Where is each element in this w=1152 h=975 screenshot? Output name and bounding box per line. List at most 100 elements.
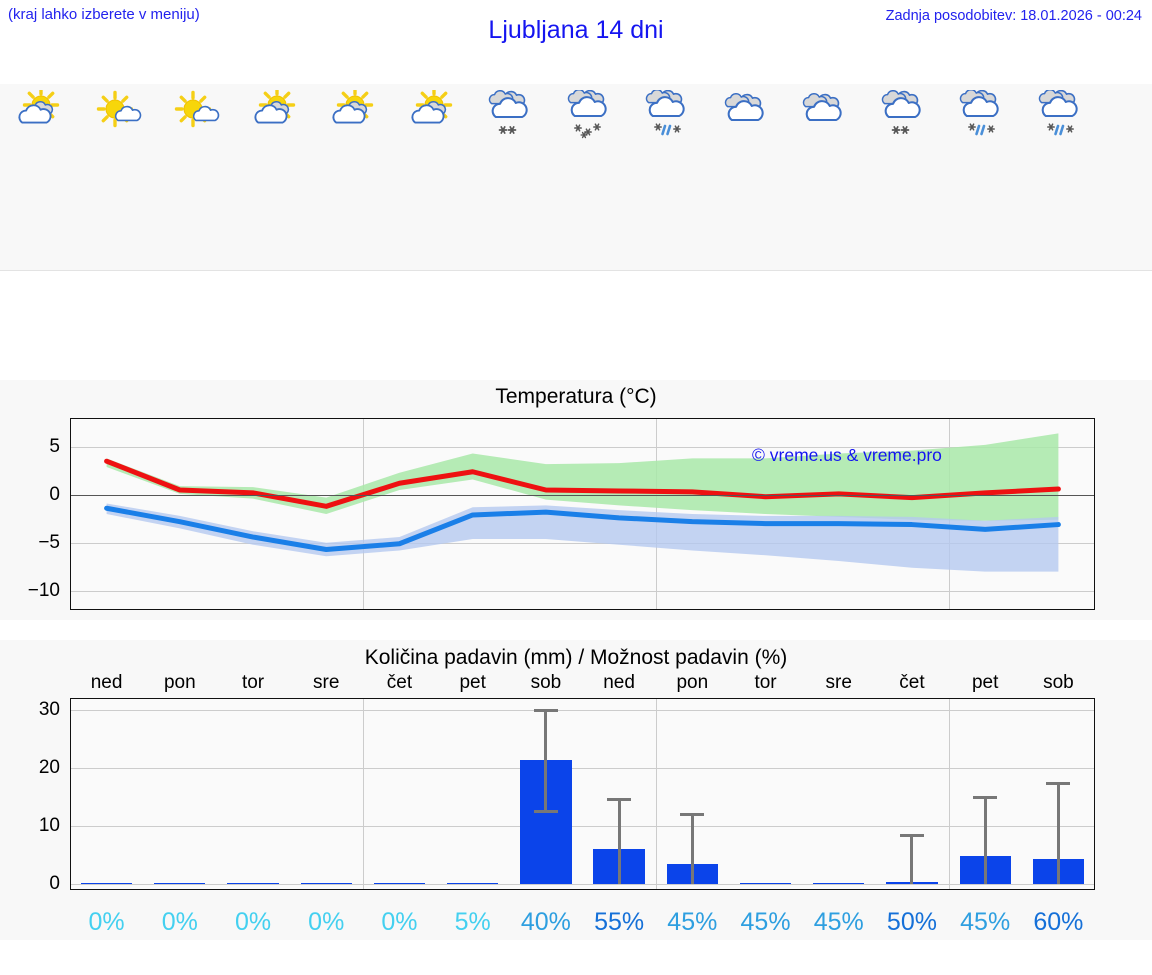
precipitation-chart-panel: Količina padavin (mm) / Možnost padavin …	[0, 640, 1152, 940]
precip-error-cap-top	[607, 798, 632, 802]
gridline-v	[362, 698, 364, 890]
precip-probability-label: 0%	[161, 908, 198, 936]
sun-behind-large-cloud-icon	[244, 86, 306, 140]
zero-line	[70, 494, 1095, 496]
precip-bar[interactable]	[813, 882, 865, 885]
day-column[interactable]	[1021, 84, 1100, 270]
precip-probability-label: 0%	[381, 908, 418, 936]
y-axis-tick: 0	[49, 873, 60, 895]
precip-probability-label: 0%	[308, 908, 345, 936]
day-column[interactable]	[314, 84, 393, 270]
precip-error-bar	[544, 709, 548, 811]
cloud-overcast-icon	[715, 90, 777, 140]
day-column[interactable]	[0, 84, 79, 270]
day-column[interactable]	[942, 84, 1021, 270]
gridline-h	[70, 542, 1095, 544]
gridline-h	[70, 446, 1095, 448]
day-column[interactable]	[707, 84, 786, 270]
precip-error-cap-top	[533, 709, 558, 713]
gridline-v	[362, 418, 364, 610]
precip-probability-label: 45%	[960, 908, 1011, 936]
sun-behind-small-cloud-icon	[165, 90, 227, 140]
cloud-sleet-icon	[950, 88, 1012, 140]
day-column[interactable]	[785, 84, 864, 270]
precip-day-label: tor	[754, 672, 777, 693]
day-column[interactable]	[157, 84, 236, 270]
gridline-v	[655, 698, 657, 890]
precip-bar[interactable]	[373, 882, 426, 885]
sun-behind-large-cloud-icon	[8, 86, 70, 140]
precip-day-label: čet	[899, 672, 925, 693]
sun-behind-large-cloud-icon	[322, 86, 384, 140]
daily-forecast-strip	[0, 84, 1152, 270]
y-axis-tick: 30	[38, 698, 60, 720]
cloud-sleet-icon	[1029, 88, 1091, 140]
precip-error-bar	[910, 834, 914, 885]
precip-day-label: pet	[971, 672, 999, 693]
precip-error-cap-top	[973, 795, 998, 799]
precip-error-bar	[1056, 781, 1060, 885]
precip-probability-label: 50%	[886, 908, 937, 936]
precip-probability-label: 45%	[740, 908, 791, 936]
y-axis-tick: 10	[38, 815, 60, 836]
day-column[interactable]	[393, 84, 472, 270]
sun-behind-small-cloud-icon	[87, 90, 149, 140]
day-column[interactable]	[236, 84, 315, 270]
precip-bar[interactable]	[447, 882, 499, 885]
precip-bar[interactable]	[154, 882, 206, 885]
precip-probability-label: 45%	[667, 908, 718, 936]
precip-day-label: sre	[825, 672, 852, 693]
day-column[interactable]	[79, 84, 158, 270]
y-axis-tick: 0	[49, 483, 60, 505]
y-axis-tick: 20	[38, 756, 60, 778]
precip-bar[interactable]	[227, 882, 279, 885]
gridline-h	[70, 590, 1095, 592]
precip-day-label: sob	[530, 672, 562, 693]
location-menu-note[interactable]: (kraj lahko izberete v meniju)	[8, 6, 200, 23]
precipitation-axes-frame	[70, 698, 1095, 890]
precip-day-label: pet	[459, 672, 486, 693]
gridline-h	[70, 826, 1095, 827]
precip-probability-label: 60%	[1033, 908, 1084, 936]
precip-day-label: čet	[386, 672, 413, 693]
y-axis-tick: −10	[27, 579, 60, 601]
cloud-overcast-icon	[793, 90, 855, 140]
cloud-snow-light-icon	[872, 89, 934, 140]
temperature-chart-title: Temperatura (°C)	[495, 385, 657, 408]
precip-probability-label: 40%	[520, 908, 571, 936]
temperature-axes-frame	[70, 418, 1095, 610]
precip-day-label: pon	[676, 672, 709, 693]
cloud-snow-light-icon	[479, 89, 541, 140]
precip-day-label: pon	[163, 672, 196, 693]
cloud-snow-heavy-icon	[558, 88, 620, 140]
strip-divider	[0, 270, 1152, 271]
day-column[interactable]	[628, 84, 707, 270]
cloud-sleet-icon	[636, 88, 698, 140]
day-column[interactable]	[471, 84, 550, 270]
copyright-label: © vreme.us & vreme.pro	[752, 445, 942, 465]
precip-probability-label: 5%	[454, 908, 491, 936]
y-axis-tick: 5	[49, 435, 60, 457]
precip-bar[interactable]	[739, 882, 792, 885]
last-update-label: Zadnja posodobitev: 18.01.2026 - 00:24	[885, 8, 1142, 24]
precip-error-bar	[617, 798, 621, 885]
gridline-h	[70, 767, 1095, 769]
precip-probability-label: 55%	[594, 908, 645, 936]
temperature-chart-panel: Temperatura (°C) 5 0 −5 −10 © vreme.us & vre…	[0, 380, 1152, 620]
precip-error-cap-bottom	[533, 810, 558, 814]
precip-error-cap-top	[1046, 781, 1071, 785]
day-column[interactable]	[550, 84, 629, 270]
precip-day-label: ned	[90, 672, 123, 693]
precip-day-label: sob	[1043, 672, 1074, 693]
precip-bar[interactable]	[80, 882, 133, 885]
gridline-h	[70, 884, 1095, 886]
precip-error-bar	[983, 795, 987, 885]
precipitation-plot-area	[70, 698, 1095, 890]
precip-probability-label: 0%	[88, 908, 125, 936]
gridline-h	[70, 709, 1095, 711]
precip-error-cap-top	[899, 834, 924, 838]
precip-probability-label: 45%	[813, 908, 864, 936]
precip-bar[interactable]	[300, 882, 352, 885]
day-column[interactable]	[864, 84, 943, 270]
